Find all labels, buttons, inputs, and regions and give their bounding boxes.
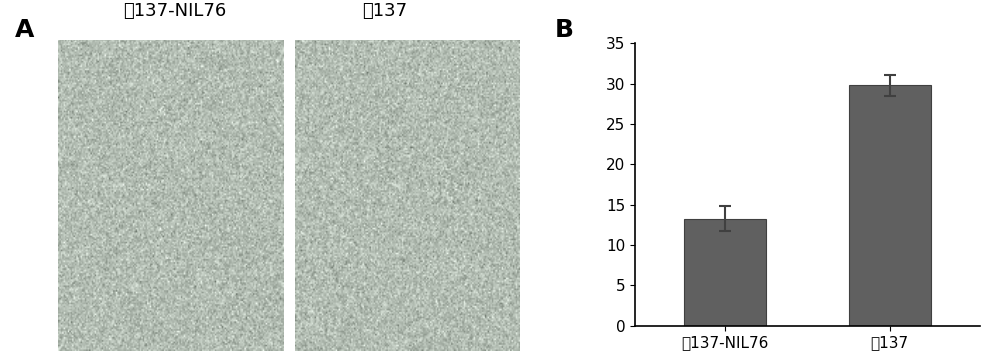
Text: A: A xyxy=(15,18,34,42)
Text: 氜137-NIL76: 氜137-NIL76 xyxy=(123,2,227,20)
Text: 氜137: 氜137 xyxy=(362,2,408,20)
Bar xyxy=(849,85,931,326)
Bar xyxy=(684,219,766,326)
Text: B: B xyxy=(555,18,574,42)
